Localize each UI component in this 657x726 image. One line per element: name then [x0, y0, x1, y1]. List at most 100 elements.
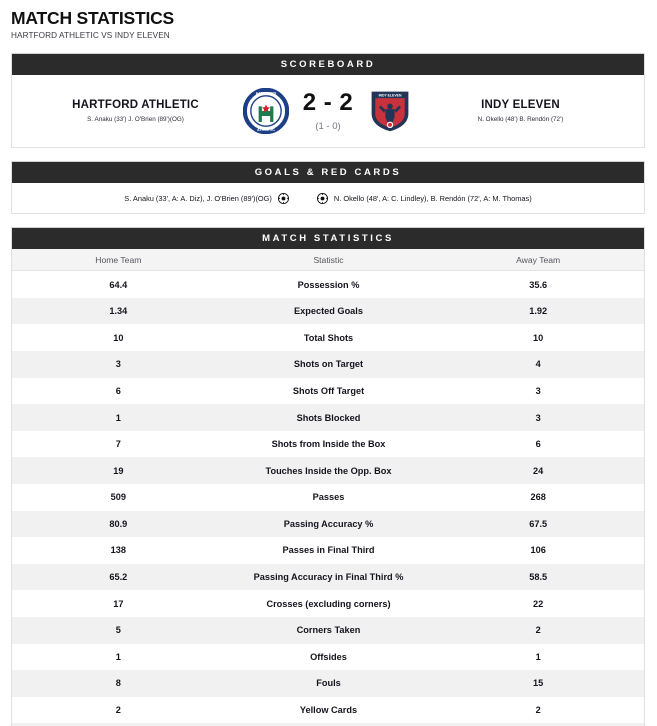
scoreboard-home-team: HARTFORD ATHLETIC S. Anaku (33') J. O'Br… — [28, 99, 243, 124]
home-value: 1 — [115, 651, 121, 662]
table-row: 17 Crosses (excluding corners) 22 — [12, 590, 644, 617]
hartford-athletic-crest-icon: HARTFORD ATHLETIC — [243, 88, 289, 135]
table-row: 138 Passes in Final Third 106 — [12, 537, 644, 564]
title-block: MATCH STATISTICS HARTFORD ATHLETIC VS IN… — [0, 0, 657, 40]
svg-text:HARTFORD: HARTFORD — [256, 92, 277, 96]
home-value: 10 — [113, 332, 124, 343]
statistic-label: Crosses (excluding corners) — [266, 598, 391, 609]
statistic-label: Corners Taken — [296, 625, 361, 636]
away-value: 6 — [535, 439, 541, 450]
home-value: 19 — [113, 465, 124, 476]
away-goals-entry: N. Okello (48', A: C. Lindley), B. Rendó… — [316, 192, 532, 204]
away-team-scorers: N. Okello (48') B. Rendón (72') — [477, 115, 564, 123]
final-score: 2 - 2 — [302, 88, 354, 116]
stats-panel: MATCH STATISTICS Home Team Statistic Awa… — [11, 227, 645, 726]
statistic-label: Total Shots — [303, 332, 354, 343]
scoreboard-away-team: INDY ELEVEN N. Okello (48') B. Rendón (7… — [413, 99, 628, 124]
away-value: 2 — [535, 705, 541, 716]
table-row: 8 Fouls 15 — [12, 670, 644, 697]
svg-text:ATHLETIC: ATHLETIC — [257, 128, 275, 132]
home-value: 1 — [115, 412, 121, 423]
stats-table-header: Home Team Statistic Away Team — [12, 249, 644, 272]
away-value: 22 — [533, 598, 544, 609]
home-goals-text: S. Anaku (33', A: A. Diz), J. O'Brien (8… — [124, 193, 272, 203]
away-value: 1 — [535, 651, 541, 662]
away-value: 15 — [533, 678, 544, 689]
goals-body: S. Anaku (33', A: A. Diz), J. O'Brien (8… — [12, 183, 644, 213]
away-value: 2 — [535, 625, 541, 636]
statistic-label: Shots Blocked — [296, 412, 361, 423]
home-value: 3 — [115, 359, 121, 370]
statistic-label: Fouls — [316, 678, 341, 689]
statistic-label: Possession % — [297, 279, 360, 290]
statistic-label: Expected Goals — [294, 306, 363, 317]
away-goals-text: N. Okello (48', A: C. Lindley), B. Rendó… — [333, 193, 532, 203]
halftime-score: (1 - 0) — [315, 120, 341, 132]
scoreboard-panel: SCOREBOARD HARTFORD ATHLETIC S. Anaku (3… — [11, 53, 645, 149]
goals-panel: GOALS & RED CARDS S. Anaku (33', A: A. D… — [11, 161, 645, 215]
table-row: 0Red Cards0 — [12, 723, 644, 726]
scoreboard-body: HARTFORD ATHLETIC S. Anaku (33') J. O'Br… — [12, 75, 644, 147]
table-row: 5 Corners Taken 2 — [12, 616, 644, 644]
table-row: 65.2 Passing Accuracy in Final Third % 58.… — [12, 563, 644, 591]
table-row: 6 Shots Off Target 3 — [12, 378, 644, 405]
statistic-label: Passing Accuracy in Final Third % — [253, 572, 404, 583]
column-header-away: Away Team — [516, 254, 561, 265]
home-value: 65.2 — [109, 572, 128, 583]
table-row: 80.9 Passing Accuracy % 67.5 — [12, 510, 644, 538]
away-value: 106 — [530, 545, 546, 556]
svg-text:INDY ELEVEN: INDY ELEVEN — [379, 94, 402, 98]
statistic-label: Touches Inside the Opp. Box — [265, 465, 392, 476]
away-value: 1.92 — [529, 306, 548, 317]
away-value: 3 — [535, 385, 541, 396]
indy-eleven-crest-icon: INDY ELEVEN — [371, 91, 409, 132]
home-value: 64.4 — [109, 279, 128, 290]
home-value: 138 — [110, 545, 126, 556]
away-value: 67.5 — [529, 518, 548, 529]
table-row: 1.34 Expected Goals 1.92 — [12, 297, 644, 325]
away-value: 4 — [535, 359, 541, 370]
home-value: 7 — [115, 439, 121, 450]
table-row: 1 Offsides 1 — [12, 644, 644, 671]
home-goals-entry: S. Anaku (33', A: A. Diz), J. O'Brien (8… — [124, 192, 289, 204]
home-team-name: HARTFORD ATHLETIC — [72, 98, 199, 111]
statistic-label: Passing Accuracy % — [283, 518, 374, 529]
statistic-label: Offsides — [310, 651, 347, 662]
soccer-ball-icon — [277, 192, 289, 204]
table-row: 19 Touches Inside the Opp. Box 24 — [12, 457, 644, 484]
home-value: 6 — [115, 385, 121, 396]
table-row: 64.4 Possession % 35.6 — [12, 271, 644, 298]
page-title: MATCH STATISTICS — [11, 8, 175, 28]
table-row: 10 Total Shots 10 — [12, 324, 644, 351]
table-row: 7 Shots from Inside the Box 6 — [12, 431, 644, 458]
home-value: 80.9 — [109, 518, 128, 529]
statistic-label: Passes — [312, 492, 345, 503]
statistic-label: Yellow Cards — [299, 705, 358, 716]
away-value: 10 — [533, 332, 544, 343]
scoreboard-bar-label: SCOREBOARD — [12, 53, 644, 76]
statistic-label: Shots Off Target — [292, 385, 365, 396]
stats-bar-label: MATCH STATISTICS — [12, 227, 644, 250]
away-value: 58.5 — [529, 572, 548, 583]
goals-bar-label: GOALS & RED CARDS — [12, 161, 644, 184]
home-team-scorers: S. Anaku (33') J. O'Brien (89')(OG) — [87, 115, 184, 123]
away-team-name: INDY ELEVEN — [481, 98, 560, 111]
home-value: 509 — [110, 492, 126, 503]
table-row: 509 Passes 268 — [12, 484, 644, 511]
score-block: 2 - 2 (1 - 0) — [289, 88, 367, 132]
away-value: 268 — [530, 492, 546, 503]
home-value: 5 — [115, 625, 121, 636]
table-row: 3 Shots on Target 4 — [12, 351, 644, 378]
home-value: 2 — [115, 705, 121, 716]
home-value: 1.34 — [109, 306, 128, 317]
away-value: 3 — [535, 412, 541, 423]
statistic-label: Shots from Inside the Box — [271, 439, 386, 450]
table-row: 1 Shots Blocked 3 — [12, 404, 644, 431]
column-header-statistic: Statistic — [313, 254, 344, 265]
away-value: 24 — [533, 465, 544, 476]
scoreboard-center: HARTFORD ATHLETIC 2 - 2 (1 - 0) — [243, 88, 413, 135]
soccer-ball-icon — [316, 192, 328, 204]
stats-table-body: 64.4 Possession % 35.6 1.34 Expected Goals 1.… — [12, 271, 644, 726]
statistic-label: Passes in Final Third — [282, 545, 375, 556]
